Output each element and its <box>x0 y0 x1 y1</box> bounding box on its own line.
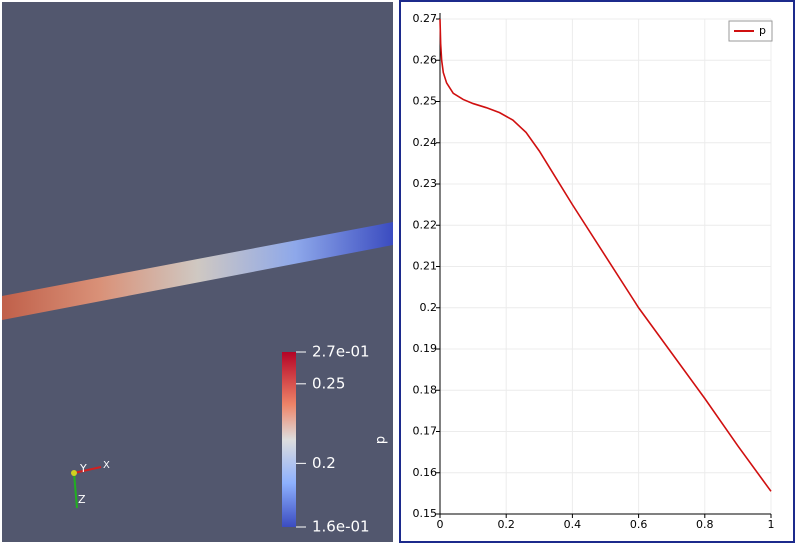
color-bar-label: 0.25 <box>312 374 345 392</box>
chart-frame <box>399 0 795 543</box>
color-bar-label: 0.2 <box>312 454 336 472</box>
color-bar-label: 2.7e-01 <box>312 343 370 361</box>
y-tick-label: 0.15 <box>413 507 438 520</box>
legend-label: p <box>759 24 766 37</box>
y-tick-label: 0.18 <box>413 383 438 396</box>
x-tick-label: 0.6 <box>630 518 648 531</box>
x-tick-label: 0 <box>437 518 444 531</box>
axis-label: Z <box>78 493 86 506</box>
axis-label: Y <box>79 462 87 475</box>
y-tick-label: 0.27 <box>413 12 438 25</box>
data-surface <box>2 222 393 320</box>
y-tick-label: 0.26 <box>413 53 438 66</box>
x-tick-label: 1 <box>768 518 775 531</box>
line-chart: 0.150.160.170.180.190.20.210.220.230.240… <box>413 12 775 531</box>
render-view: Y X Z p 2.7e-01 0.25 0.2 1.6e-01 <box>0 0 396 544</box>
y-tick-label: 0.24 <box>413 136 438 149</box>
y-tick-label: 0.2 <box>420 301 438 314</box>
color-bar-label: 1.6e-01 <box>312 518 370 536</box>
y-tick-label: 0.19 <box>413 342 438 355</box>
y-tick-label: 0.16 <box>413 466 438 479</box>
x-tick-label: 0.8 <box>696 518 714 531</box>
y-tick-label: 0.23 <box>413 177 438 190</box>
y-tick-label: 0.17 <box>413 425 438 438</box>
color-bar-title: p <box>374 436 389 444</box>
y-tick-label: 0.22 <box>413 218 438 231</box>
axis-x <box>73 466 102 474</box>
axis-z <box>73 472 78 509</box>
series-line <box>439 18 772 492</box>
x-tick-label: 0.4 <box>564 518 582 531</box>
orientation-axes: Y X Z <box>71 460 110 509</box>
color-bar <box>282 352 296 527</box>
x-tick-label: 0.2 <box>497 518 515 531</box>
axis-label: X <box>103 460 110 471</box>
y-tick-label: 0.21 <box>413 260 438 273</box>
y-tick-label: 0.25 <box>413 95 438 108</box>
axis-y <box>71 470 77 476</box>
color-legend: p 2.7e-01 0.25 0.2 1.6e-01 <box>282 343 389 536</box>
